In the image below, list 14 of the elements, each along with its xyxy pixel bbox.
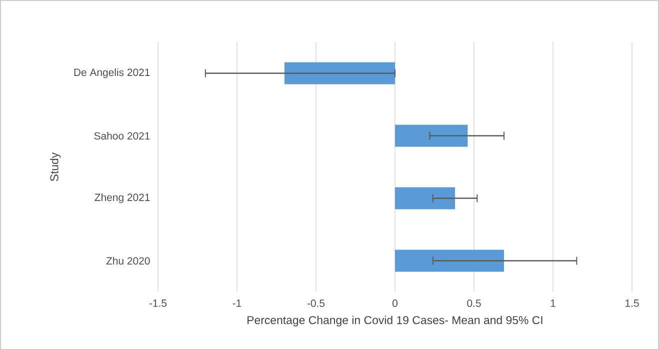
- x-tick-label: 0.5: [467, 300, 481, 307]
- y-tick-label: Sahoo 2021: [94, 132, 150, 140]
- bar: [395, 187, 456, 210]
- y-axis-title: Study: [50, 152, 61, 182]
- x-tick-label: 1: [550, 300, 556, 307]
- x-tick-label: 0: [392, 300, 398, 307]
- x-tick-label: -1: [232, 300, 242, 307]
- x-tick-label: -0.5: [307, 300, 325, 307]
- y-tick-label: Zhu 2020: [106, 256, 150, 265]
- y-tick-label: Zheng 2021: [94, 193, 150, 204]
- x-axis-title: Percentage Change in Covid 19 Cases- Mean and 95% CI: [248, 316, 542, 326]
- y-tick-label: De Angelis 2021: [74, 68, 150, 78]
- x-tick-label: -1.5: [149, 300, 167, 307]
- x-tick-label: 1.5: [626, 300, 639, 307]
